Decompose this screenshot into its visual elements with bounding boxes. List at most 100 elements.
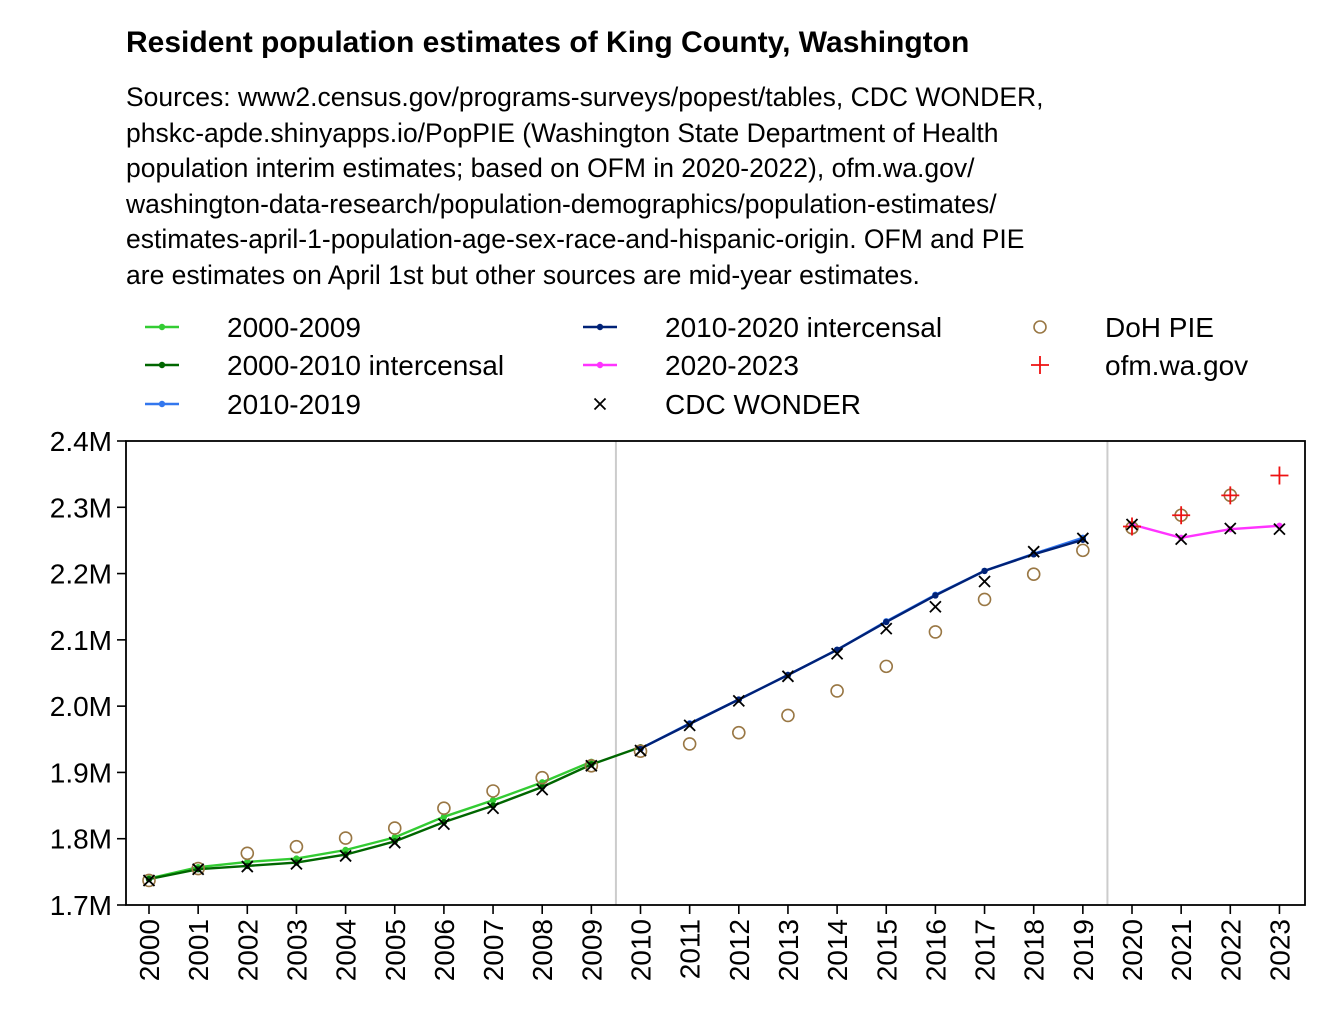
series-point-cdc-wonder [290, 857, 303, 871]
x-tick-label: 2003 [281, 919, 312, 981]
series-point-2010-2020-intercensal [784, 671, 792, 679]
series-point-doh-pie [437, 801, 451, 816]
series-point-doh-pie [977, 592, 992, 607]
legend-label-doh-pie: DoH PIE [1105, 312, 1214, 343]
series-point-2000-2009 [489, 797, 497, 804]
series-point-2000-2010-intercensal [145, 875, 153, 883]
subtitle-line: phskc-apde.shinyapps.io/PopPIE (Washingt… [126, 117, 999, 148]
series-point-2010-2020-intercensal [735, 696, 742, 703]
series-point-doh-pie [928, 625, 943, 639]
x-tick-label: 2007 [478, 919, 509, 981]
y-tick-label: 2.0M [50, 691, 112, 722]
series-point-cdc-wonder [388, 836, 401, 849]
x-tick-label: 2002 [232, 919, 263, 981]
series-point-2000-2010-intercensal [588, 761, 595, 768]
x-tick-label: 2001 [183, 919, 214, 981]
series-point-2000-2010-intercensal [342, 851, 349, 858]
x-tick-label: 2012 [724, 919, 755, 981]
y-tick-label: 1.7M [50, 890, 112, 921]
subtitle-line: population interim estimates; based on O… [126, 153, 975, 183]
x-tick-label: 2013 [773, 919, 804, 981]
legend-marker-2010-2020-intercensal [596, 323, 604, 331]
series-point-cdc-wonder [1273, 523, 1286, 536]
series-point-2010-2020-intercensal [686, 720, 693, 728]
y-tick-label: 2.2M [50, 559, 112, 590]
legend-marker-ofm-wa-gov [1031, 356, 1049, 374]
x-tick-label: 2009 [576, 919, 607, 981]
series-point-doh-pie [879, 659, 894, 674]
series-point-2010-2020-intercensal [932, 592, 939, 599]
series-point-doh-pie [387, 821, 402, 835]
series-point-cdc-wonder [1125, 518, 1139, 531]
legend-marker-2000-2009 [158, 323, 166, 331]
series-point-cdc-wonder [781, 670, 795, 683]
series-point-2000-2010-intercensal [293, 859, 300, 866]
series-point-cdc-wonder [192, 863, 205, 876]
legend-marker-2010-2019 [158, 400, 166, 408]
series-point-doh-pie [682, 737, 697, 751]
series-point-cdc-wonder [929, 600, 942, 613]
plot-frame [125, 440, 1306, 906]
legend-marker-2020-2023 [596, 361, 604, 369]
legend-label-2010-2019: 2010-2019 [227, 389, 361, 420]
series-point-cdc-wonder [142, 874, 156, 887]
series-point-doh-pie [289, 839, 304, 854]
series-point-cdc-wonder [732, 694, 745, 707]
x-tick-label: 2023 [1264, 919, 1295, 981]
series-point-cdc-wonder [339, 849, 352, 863]
legend-label-2020-2023: 2020-2023 [665, 350, 799, 381]
series-point-cdc-wonder [437, 817, 451, 831]
series-point-cdc-wonder [978, 575, 991, 588]
subtitle-line: Sources: www2.census.gov/programs-survey… [126, 82, 1044, 112]
series-line-2000-2009 [148, 760, 592, 880]
series-point-doh-pie [535, 770, 550, 785]
x-tick-label: 2014 [822, 919, 853, 981]
series-point-cdc-wonder [1175, 532, 1188, 546]
series-point-ofm-wa-gov [1123, 517, 1141, 536]
legend-label-2000-2010-intercensal: 2000-2010 intercensal [227, 350, 504, 381]
series-point-cdc-wonder [486, 802, 500, 815]
series-point-2000-2010-intercensal [391, 838, 398, 845]
series-line-2020-2023 [1131, 523, 1280, 540]
x-tick-label: 2011 [675, 919, 706, 979]
series-point-doh-pie [191, 861, 205, 876]
series-point-cdc-wonder [241, 860, 254, 873]
series-point-2010-2020-intercensal [1079, 536, 1087, 543]
chart-title: Resident population estimates of King Co… [126, 26, 970, 59]
legend-marker-cdc-wonder [593, 397, 607, 411]
series-point-cdc-wonder [1027, 545, 1040, 558]
series-point-doh-pie [486, 784, 500, 798]
subtitle-line: estimates-april-1-population-age-sex-rac… [126, 224, 1025, 254]
series-point-2000-2009 [440, 813, 448, 821]
x-tick-label: 2016 [920, 919, 951, 981]
series-line-2010-2019 [639, 536, 1084, 750]
series-point-cdc-wonder [1224, 522, 1237, 535]
x-tick-label: 2004 [331, 919, 362, 981]
series-point-ofm-wa-gov [1172, 506, 1191, 525]
x-tick-label: 2008 [527, 919, 558, 981]
series-point-cdc-wonder [536, 783, 549, 796]
subtitle-line: are estimates on April 1st but other sou… [126, 259, 920, 290]
x-tick-label: 2000 [134, 919, 165, 981]
series-point-doh-pie [142, 873, 156, 888]
series-point-doh-pie [584, 758, 599, 773]
x-tick-label: 2019 [1068, 919, 1099, 981]
series-point-cdc-wonder [585, 759, 598, 772]
series-point-doh-pie [338, 831, 353, 845]
legend-label-ofm-wa-gov: ofm.wa.gov [1105, 350, 1248, 381]
series-point-ofm-wa-gov [1221, 486, 1240, 505]
series-point-doh-pie [830, 684, 844, 698]
y-tick-label: 1.9M [50, 757, 112, 788]
y-tick-label: 2.3M [50, 492, 112, 523]
series-line-2000-2010-intercensal [148, 746, 641, 881]
series-point-cdc-wonder [1076, 532, 1089, 545]
subtitle-line: washington-data-research/population-demo… [126, 188, 997, 219]
y-tick-label: 2.1M [50, 625, 112, 656]
series-point-2010-2020-intercensal [883, 618, 890, 626]
x-tick-label: 2006 [429, 919, 460, 981]
x-tick-label: 2017 [970, 919, 1001, 981]
x-tick-label: 2018 [1019, 919, 1050, 981]
chart-subtitle: Sources: www2.census.gov/programs-survey… [126, 80, 1316, 293]
